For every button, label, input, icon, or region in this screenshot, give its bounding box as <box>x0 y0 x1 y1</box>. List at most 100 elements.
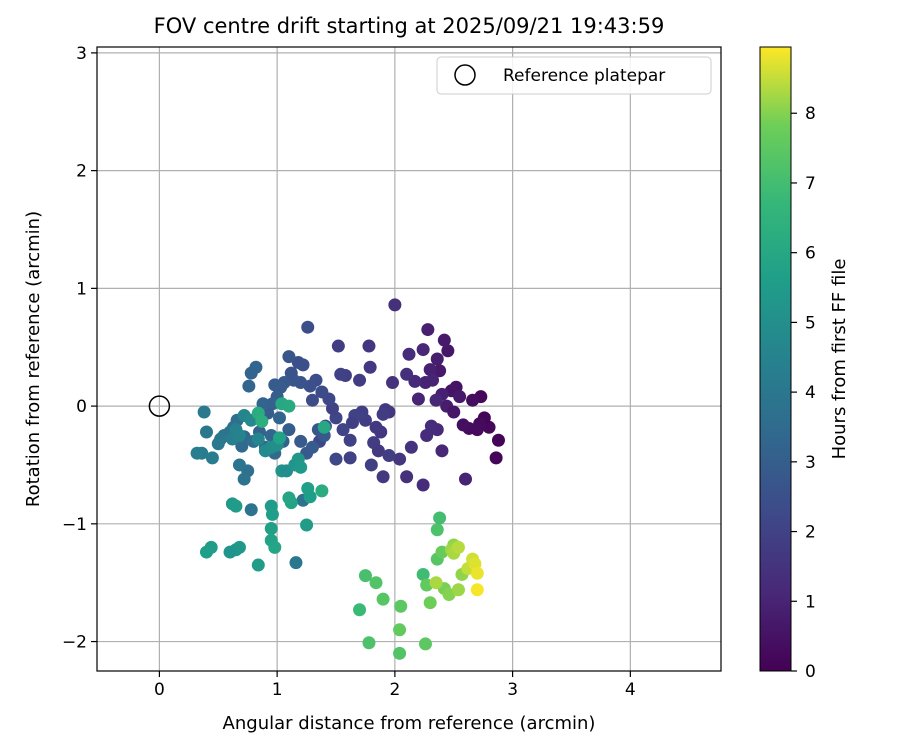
data-point <box>255 414 269 428</box>
y-tick-label: 0 <box>76 397 87 417</box>
y-tick-label: 2 <box>76 162 87 182</box>
colorbar-tick-label: 8 <box>805 104 816 124</box>
data-point <box>371 444 385 458</box>
data-point <box>459 472 473 486</box>
data-point <box>393 623 407 637</box>
data-point <box>456 418 470 432</box>
data-point <box>489 451 503 465</box>
data-point <box>420 429 434 443</box>
data-point <box>353 603 367 617</box>
x-tick-label: 1 <box>272 680 283 700</box>
data-point <box>358 569 372 583</box>
data-point <box>369 576 383 590</box>
data-point <box>305 393 319 407</box>
x-tick-label: 3 <box>507 680 518 700</box>
data-point <box>441 344 455 358</box>
colorbar-tick-label: 0 <box>805 662 816 682</box>
data-point <box>369 420 383 434</box>
data-point <box>199 545 213 559</box>
data-point <box>382 449 396 463</box>
data-point <box>416 343 430 357</box>
data-point <box>426 373 440 387</box>
data-point <box>265 507 279 521</box>
data-point <box>315 385 329 399</box>
data-point <box>291 356 305 370</box>
data-point <box>435 444 449 458</box>
data-point <box>289 556 303 570</box>
data-point <box>423 363 437 377</box>
colorbar-label: Hours from first FF file <box>829 259 850 460</box>
data-point <box>294 460 308 474</box>
data-point <box>301 320 315 334</box>
reference-platepar-marker <box>148 395 171 417</box>
data-point <box>362 636 376 650</box>
colorbar: 0 1 2 3 4 5 6 7 8 Hours from first FF file <box>759 46 850 682</box>
colorbar-tick-label: 7 <box>805 174 816 194</box>
y-tick-label: −1 <box>62 515 87 535</box>
plot-frame <box>96 46 722 672</box>
data-point <box>282 350 296 364</box>
data-point <box>317 420 331 434</box>
data-point <box>235 439 249 453</box>
data-point <box>393 452 407 466</box>
colorbar-tick-label: 5 <box>805 313 816 333</box>
data-point <box>232 458 246 472</box>
data-point <box>190 446 204 460</box>
data-point <box>334 367 348 381</box>
data-point <box>251 432 265 446</box>
x-tick-label: 2 <box>389 680 400 700</box>
data-point <box>430 352 444 366</box>
data-point <box>393 646 407 660</box>
colorbar-ticks: 0 1 2 3 4 5 6 7 8 <box>791 104 816 682</box>
data-point <box>430 523 444 537</box>
data-point <box>470 566 484 580</box>
plot-area: 0 1 2 3 4 −2 −1 0 1 2 3 <box>62 44 722 700</box>
data-point <box>433 511 447 525</box>
y-tick-label: −2 <box>62 633 87 653</box>
data-point <box>282 491 296 505</box>
data-point <box>470 583 484 597</box>
data-point <box>451 540 465 554</box>
data-point <box>197 405 211 419</box>
data-point <box>363 360 377 374</box>
data-point <box>491 433 505 447</box>
data-point <box>268 378 282 392</box>
data-point <box>453 390 467 404</box>
data-point <box>376 470 390 484</box>
data-point <box>376 592 390 606</box>
scatter-points <box>190 298 505 660</box>
data-point <box>416 478 430 492</box>
data-point <box>404 440 418 454</box>
data-point <box>329 452 343 466</box>
data-point <box>229 499 243 513</box>
data-point <box>345 416 359 430</box>
y-tick-label: 3 <box>76 44 87 64</box>
colorbar-tick-label: 4 <box>805 383 816 403</box>
data-point <box>416 567 430 581</box>
data-point <box>242 379 256 393</box>
chart-title: FOV centre drift starting at 2025/09/21 … <box>154 14 665 38</box>
colorbar-tick-label: 2 <box>805 523 816 543</box>
data-point <box>264 522 278 536</box>
data-point <box>303 490 317 504</box>
axis-ticks: 0 1 2 3 4 −2 −1 0 1 2 3 <box>62 44 636 700</box>
data-point <box>305 440 319 454</box>
data-point <box>388 298 402 312</box>
legend-marker <box>454 64 476 86</box>
data-point <box>282 399 296 413</box>
data-point <box>376 407 390 421</box>
data-point <box>232 429 246 443</box>
data-point <box>402 347 416 361</box>
data-point <box>244 366 258 380</box>
data-point <box>282 423 296 437</box>
data-point <box>418 637 432 651</box>
data-point <box>451 583 465 597</box>
data-point <box>336 423 350 437</box>
x-axis-label: Angular distance from reference (arcmin) <box>223 713 596 734</box>
data-point <box>294 434 308 448</box>
colorbar-tick-label: 3 <box>805 453 816 473</box>
y-tick-label: 1 <box>76 279 87 299</box>
data-point <box>429 393 443 407</box>
